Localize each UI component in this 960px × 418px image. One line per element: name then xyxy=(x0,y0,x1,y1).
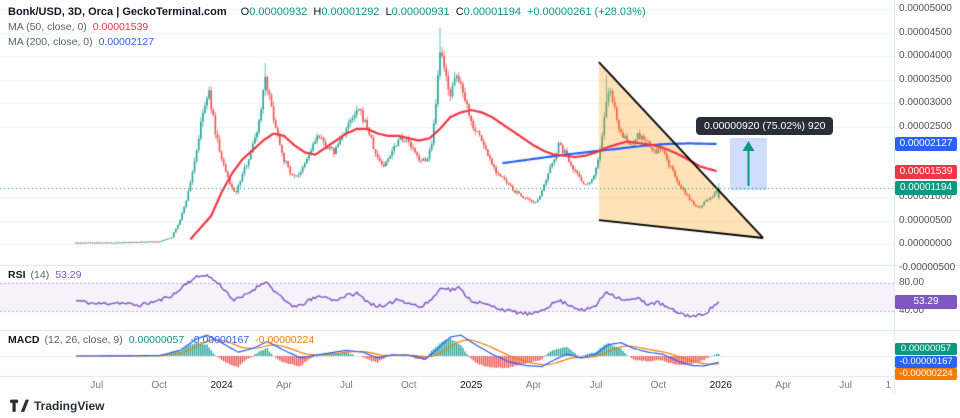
high-value: 0.00001292 xyxy=(321,6,380,18)
price-axis-label: 0.00002500 xyxy=(899,120,952,132)
ma200-value: 0.00002127 xyxy=(98,36,155,48)
rsi-legend[interactable]: RSI (14) 53.29 xyxy=(8,269,81,281)
macd-legend[interactable]: MACD (12, 26, close, 9) 0.00000057 -0.00000… xyxy=(8,334,314,346)
time-axis-label: Jul xyxy=(589,380,603,391)
price-axis-label: 0.00004500 xyxy=(899,26,952,38)
measure-tooltip[interactable]: 0.00000920 (75.02%) 920 xyxy=(696,117,834,135)
macd-hist-value: 0.00000057 xyxy=(128,334,185,346)
price-axis-label: 0.00003000 xyxy=(899,97,952,108)
rsi-title: RSI xyxy=(8,269,26,281)
price-axis[interactable]: 0.00005000 0.00004500 0.00004000 0.00003500… xyxy=(894,0,960,395)
time-axis-label: Jul xyxy=(90,380,104,391)
close-label: C xyxy=(455,6,464,18)
time-axis-label: Jul xyxy=(839,380,852,391)
rsi-params: (14) xyxy=(30,269,50,281)
ma50-label: MA (50, close, 0) xyxy=(8,21,87,33)
symbol-row[interactable]: Bonk/USD, 3D, Orca | GeckoTerminal.com O0… xyxy=(8,5,646,20)
up-arrow-icon xyxy=(742,141,755,186)
low-value: 0.00000931 xyxy=(391,6,450,18)
time-axis-label: 1 xyxy=(885,380,892,391)
time-axis-label: Apr xyxy=(276,380,292,391)
open-label: O xyxy=(240,6,250,18)
time-axis-label: Oct xyxy=(401,380,417,391)
symbol-legend: Bonk/USD, 3D, Orca | GeckoTerminal.com O0… xyxy=(8,5,646,50)
ma50-value: 0.00001539 xyxy=(92,21,149,33)
price-badge: 0.00002127 xyxy=(895,137,957,152)
price-axis-label: 0.00005000 xyxy=(899,3,952,14)
time-axis-label: Oct xyxy=(151,380,167,391)
tradingview-logo[interactable]: TradingView xyxy=(10,399,104,413)
ma50-legend[interactable]: MA (50, close, 0) 0.00001539 xyxy=(8,20,646,35)
time-axis-label: 2024 xyxy=(210,380,233,391)
time-axis[interactable]: Jul Oct 2024 Apr Jul Oct 2025 Apr Jul Oct 2026 Apr J… xyxy=(0,376,960,395)
rsi-level-label: 80.00 xyxy=(899,277,925,288)
price-range-tool[interactable] xyxy=(730,138,767,190)
price-axis-label: 0.00004000 xyxy=(899,50,952,61)
macd-badge: -0.00000224 xyxy=(895,368,957,380)
price-axis-label: 0.00003500 xyxy=(899,73,952,85)
high-label: H xyxy=(313,6,322,18)
ma200-legend[interactable]: MA (200, close, 0) 0.00002127 xyxy=(8,35,646,50)
ma200-label: MA (200, close, 0) xyxy=(8,36,93,48)
price-axis-label: 0.00000500 xyxy=(899,214,952,226)
price-badge: 0.00001194 xyxy=(895,180,957,195)
macd-title: MACD xyxy=(8,334,40,346)
rsi-level-label: 40.00 xyxy=(899,305,925,316)
price-axis-label: -0.00000500 xyxy=(899,261,956,273)
time-axis-label: Jul xyxy=(339,380,353,391)
close-value: 0.00001194 xyxy=(463,6,521,18)
macd-params: (12, 26, close, 9) xyxy=(44,334,123,346)
time-axis-label: Apr xyxy=(775,380,791,391)
macd-signal-value: -0.00000224 xyxy=(255,334,315,346)
change-value: +0.00000261 (+28.03%) xyxy=(526,6,646,18)
tradingview-logo-icon xyxy=(10,399,29,412)
macd-badge: 0.00000057 xyxy=(895,343,957,355)
macd-line-value: -0.00000167 xyxy=(190,334,250,346)
time-axis-label: Apr xyxy=(525,380,542,391)
time-axis-label: 2026 xyxy=(709,380,732,391)
time-axis-label: 2025 xyxy=(460,380,483,391)
time-axis-label: Oct xyxy=(650,380,667,391)
price-badge: 0.00001539 xyxy=(895,164,957,179)
price-axis-label: 0.00000000 xyxy=(899,238,952,249)
low-label: L xyxy=(385,6,392,18)
price-axis-label: 0.00001000 xyxy=(899,191,952,202)
rsi-value: 53.29 xyxy=(55,269,82,281)
macd-badge: -0.00000167 xyxy=(895,355,957,368)
rsi-badge: 53.29 xyxy=(895,294,957,309)
open-value: 0.00000932 xyxy=(249,6,308,18)
symbol-title[interactable]: Bonk/USD, 3D, Orca | GeckoTerminal.com xyxy=(8,6,227,18)
tradingview-logo-text: TradingView xyxy=(34,399,105,413)
